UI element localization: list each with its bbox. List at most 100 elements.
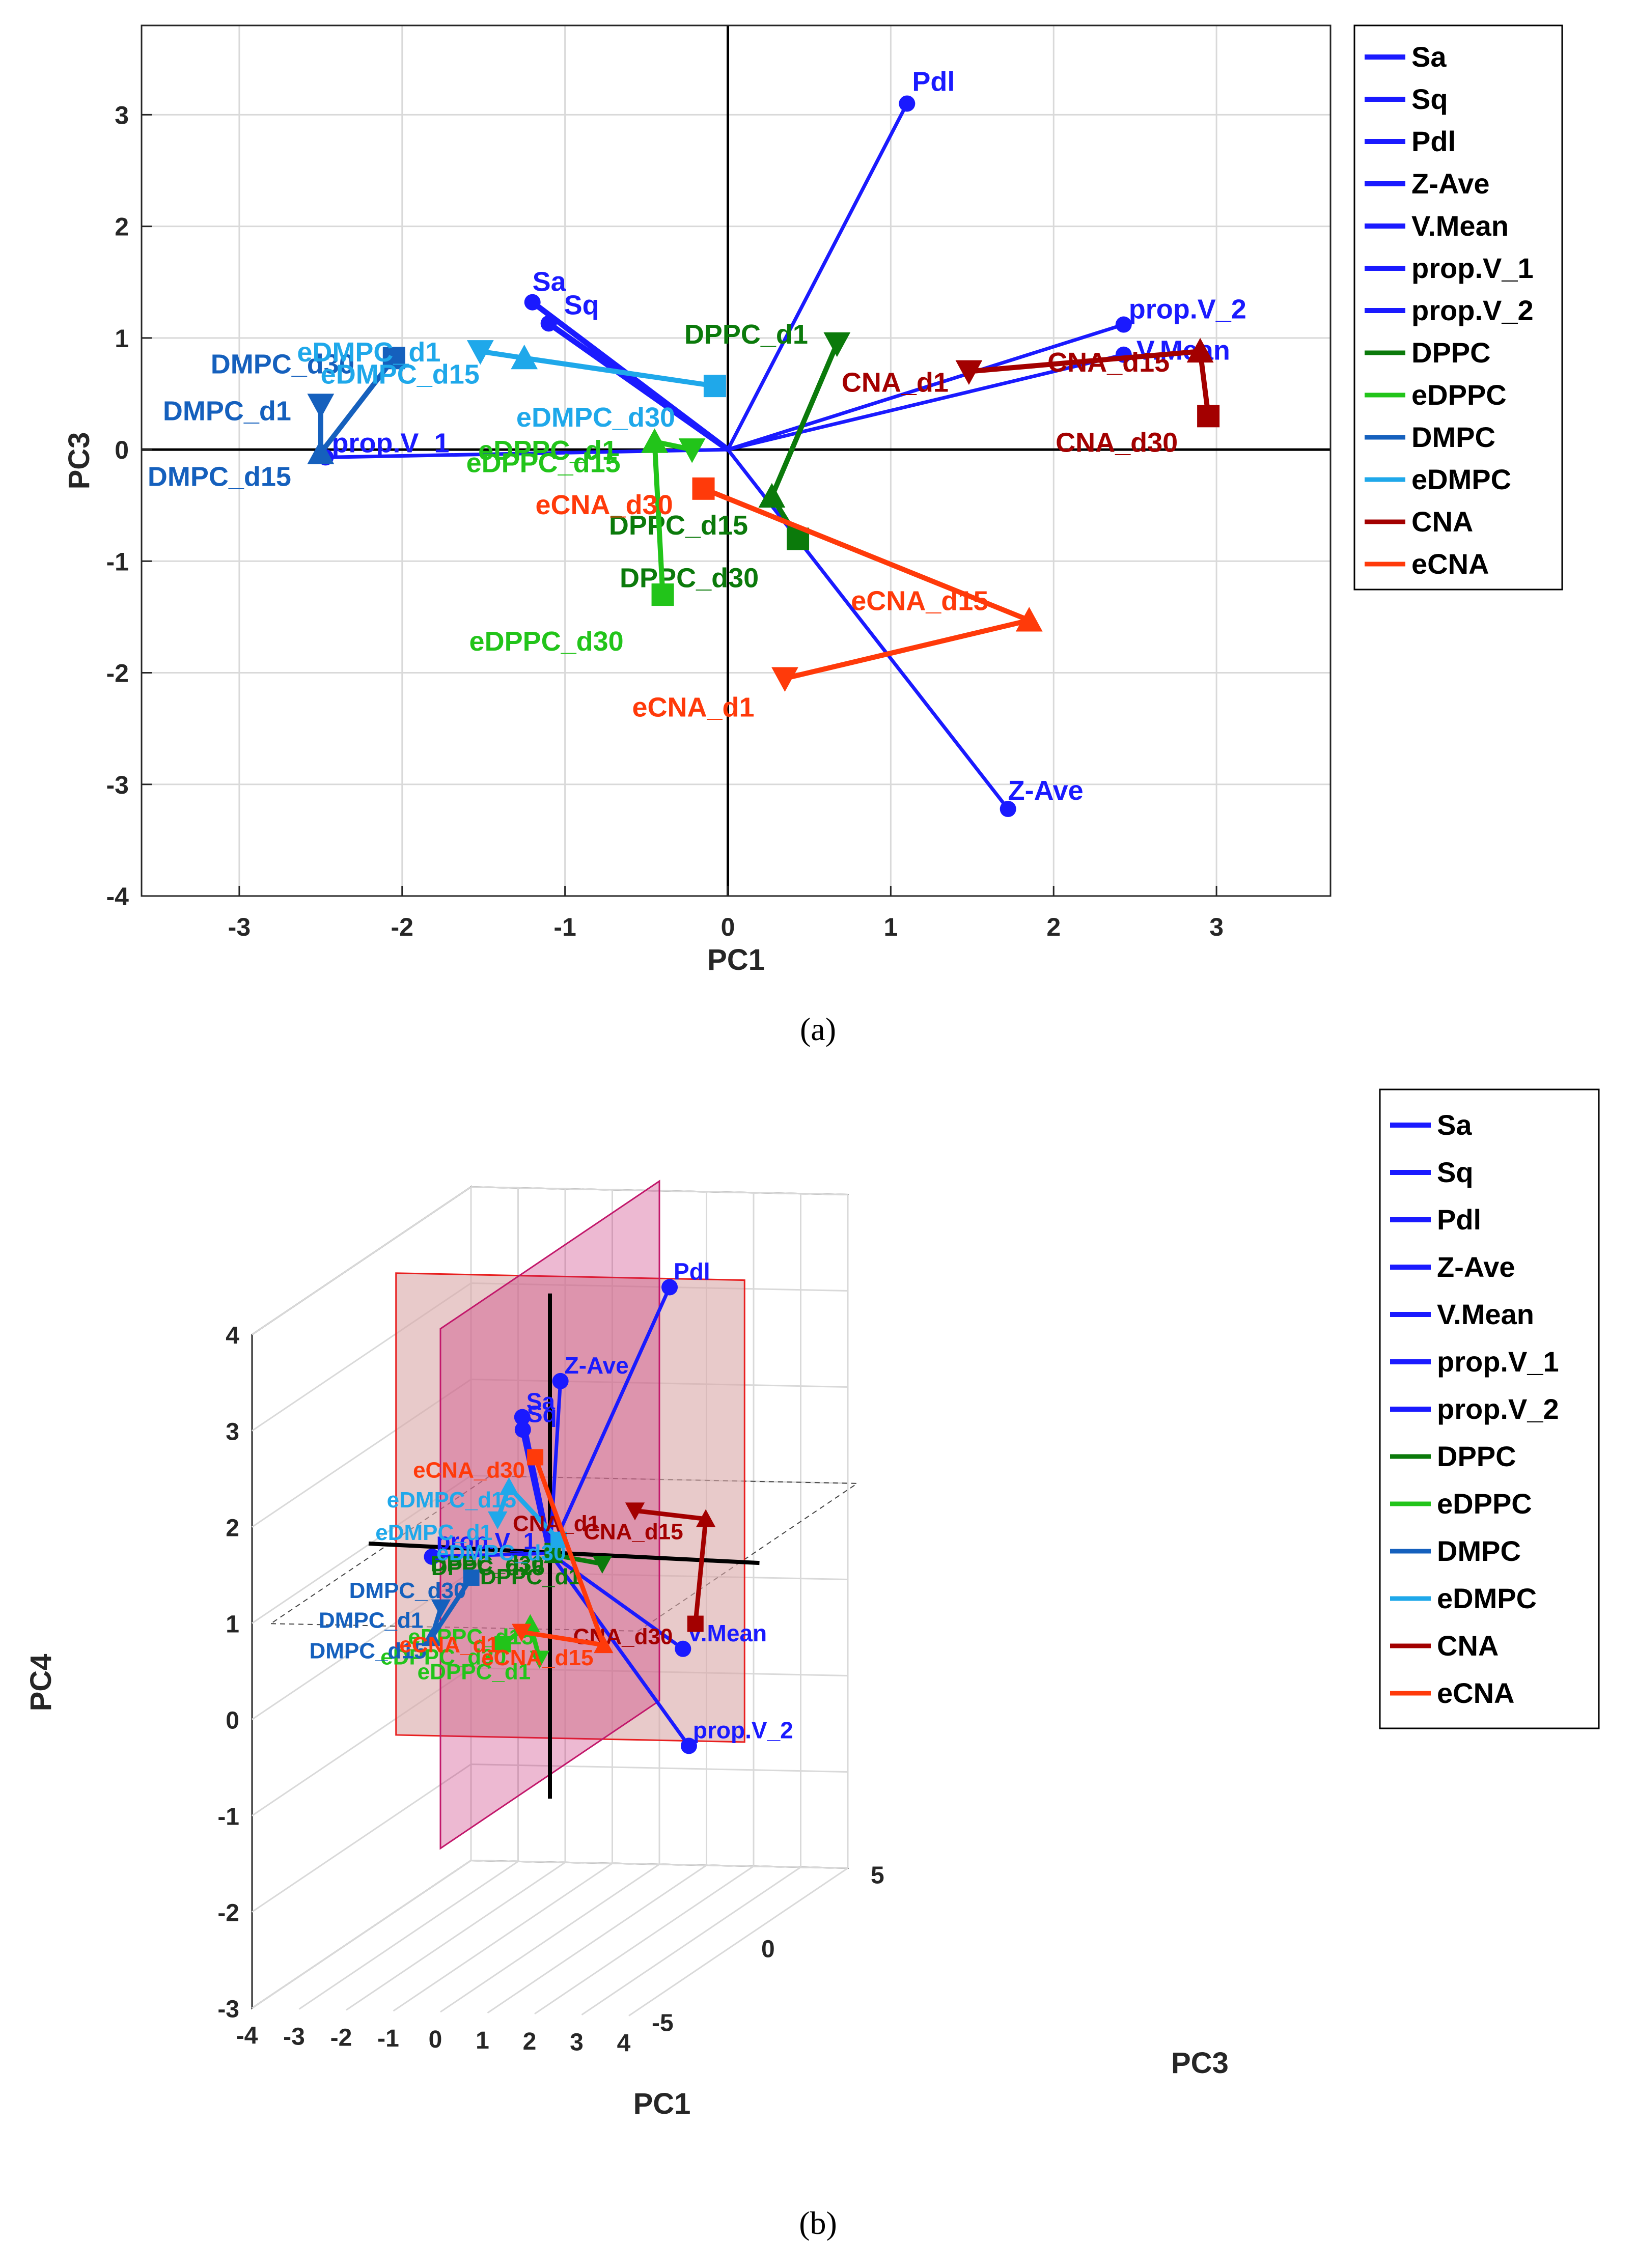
sample-label: eDMPC_d15: [387, 1488, 516, 1513]
loading-line-Pdl: [548, 1286, 672, 1554]
legend: Sa Sq Pdl Z-Ave V.Mean prop.V_1 prop.V_2 DPPC eD…: [1353, 24, 1563, 591]
axes: -3 -2 -1 0 1 2 3 -4 -3 -2 -1 0 1 2 3 PC1 PC3: [63, 101, 1224, 976]
sample-label: CNA_d15: [584, 1520, 683, 1545]
grid-line-floor: [393, 1862, 613, 2012]
x-tick-label: 2: [1046, 913, 1061, 941]
y-axis-label: PC3: [63, 432, 96, 490]
x-tick-label: -1: [377, 2025, 399, 2052]
loading-point-Sq: [514, 1421, 531, 1438]
legend-label: eDPPC: [1411, 379, 1507, 411]
sample-series: DPPC_d1 DPPC_d15 DPPC_d30 eDPPC_d1eDPPC_d15…: [148, 319, 1220, 723]
sample-label: DPPC_d1: [480, 1564, 581, 1589]
legend-label: eDMPC: [1411, 463, 1511, 495]
grid-line-floor: [487, 1864, 707, 2014]
sample-marker-eDMPC_d15: [511, 344, 538, 370]
sample-marker-eCNA_d30: [692, 477, 715, 500]
legend-label: Z-Ave: [1411, 167, 1490, 200]
loading-point-prop.V_2: [680, 1738, 697, 1754]
sample-marker-DMPC_d15: [422, 1628, 441, 1646]
sample-label: eCNA_d15: [851, 586, 988, 617]
sample-marker-eCNA_d1: [771, 667, 798, 692]
legend-label: Z-Ave: [1437, 1251, 1515, 1283]
sample-marker-eCNA_d15: [594, 1635, 614, 1654]
sample-label: CNA_d30: [1056, 427, 1178, 458]
loading-point-Pdl: [661, 1279, 678, 1296]
sample-label: eCNA_d30: [536, 490, 673, 520]
sample-marker-CNA_d15: [1186, 338, 1214, 363]
loading-line-V.Mean: [548, 1552, 684, 1650]
legend-box: [1353, 24, 1563, 591]
sample-label: eDPPC_d1: [478, 435, 617, 466]
z-tick-label: 3: [226, 1419, 239, 1446]
y-tick-label: -4: [106, 882, 129, 911]
sample-label: CNA_d15: [1047, 347, 1170, 378]
legend-label: V.Mean: [1437, 1298, 1534, 1330]
z-tick-label: -3: [217, 1996, 239, 2023]
sample-label: DMPC_d30: [211, 349, 354, 379]
loading-line-prop.V_2: [548, 1552, 690, 1747]
loading-point-Sa: [514, 1409, 531, 1425]
legend-label: CNA: [1437, 1630, 1499, 1662]
caption-a: (a): [799, 1011, 837, 1047]
sample-marker-DPPC_d15: [758, 483, 786, 508]
y-tick-label: 3: [115, 101, 129, 129]
y-tick-label: -3: [106, 771, 129, 799]
loading-line-Pdl: [726, 102, 909, 451]
loading-line-prop.V_1: [432, 1551, 550, 1559]
x-tick-label: -1: [553, 913, 576, 941]
loading-label: Sa: [526, 1388, 556, 1415]
grid-line-z: [252, 1186, 848, 1335]
legend-label: DPPC: [1437, 1440, 1516, 1472]
legend-label: prop.V_1: [1411, 252, 1534, 284]
sample-label: DPPC_d15: [431, 1555, 545, 1580]
sample-label: eDMPC_d15: [321, 359, 480, 389]
z-tick-label: 4: [226, 1323, 239, 1350]
loading-point-V.Mean: [675, 1640, 691, 1657]
sample-marker-DPPC_d1: [823, 332, 851, 357]
legend-label: Sa: [1437, 1109, 1472, 1141]
legend-label: prop.V_2: [1437, 1393, 1559, 1425]
sample-marker-eDMPC_d1: [488, 1511, 508, 1530]
loading-label: prop.V_2: [1129, 294, 1246, 325]
sample-label: eDPPC_d30: [469, 626, 624, 657]
grid-line-floor: [298, 1861, 519, 2010]
sample-label: eDPPC_d1: [418, 1659, 531, 1684]
sample-label: eDPPC_d15: [466, 448, 621, 479]
x-tick-label: 3: [570, 2029, 584, 2056]
x-tick-label: -2: [330, 2024, 352, 2051]
legend-label: prop.V_1: [1437, 1346, 1559, 1378]
loading-label: Sq: [527, 1401, 557, 1427]
legend-label: Pdl: [1437, 1203, 1481, 1236]
x-tick-label: -4: [236, 2023, 258, 2050]
loading-point-Sa: [524, 294, 541, 311]
sample-marker-CNA_d30: [1197, 405, 1220, 428]
y-tick-label: -1: [106, 547, 129, 576]
legend-label: prop.V_2: [1411, 294, 1534, 326]
sample-marker-eDPPC_d15: [641, 428, 668, 453]
loading-label: Z-Ave: [565, 1352, 629, 1379]
loading-line-Z-Ave: [726, 448, 1010, 810]
sample-marker-CNA_d15: [696, 1509, 716, 1527]
sample-label: eDMPC_d30: [436, 1541, 566, 1565]
x-tick-label: 0: [429, 2026, 442, 2053]
sample-label: eDMPC_d1: [375, 1520, 492, 1545]
x-axis-label: PC1: [707, 943, 765, 976]
grid-line-floor: [252, 1860, 472, 2009]
grid-line-floor: [346, 1862, 566, 2011]
loading-label: Pdl: [912, 66, 955, 97]
legend-label: DMPC: [1411, 421, 1495, 453]
y-tick-label: 0: [761, 1936, 775, 1963]
grid-line-floor: [581, 1866, 801, 2015]
y-tick-label: 1: [115, 324, 129, 353]
sample-marker-DPPC_d1: [592, 1555, 613, 1574]
sample-label: DMPC_d30: [349, 1578, 466, 1603]
loading-point-prop.V_1: [424, 1548, 440, 1565]
loading-point-Z-Ave: [1000, 801, 1016, 817]
loading-label: prop.V_2: [693, 1717, 793, 1743]
sample-label: eDPPC_d30: [380, 1645, 506, 1670]
sample-label: DPPC_d30: [430, 1552, 544, 1577]
loading-line-Z-Ave: [548, 1381, 563, 1554]
grid-line-floor: [440, 1863, 660, 2013]
sample-label: eDMPC_d30: [516, 402, 675, 433]
